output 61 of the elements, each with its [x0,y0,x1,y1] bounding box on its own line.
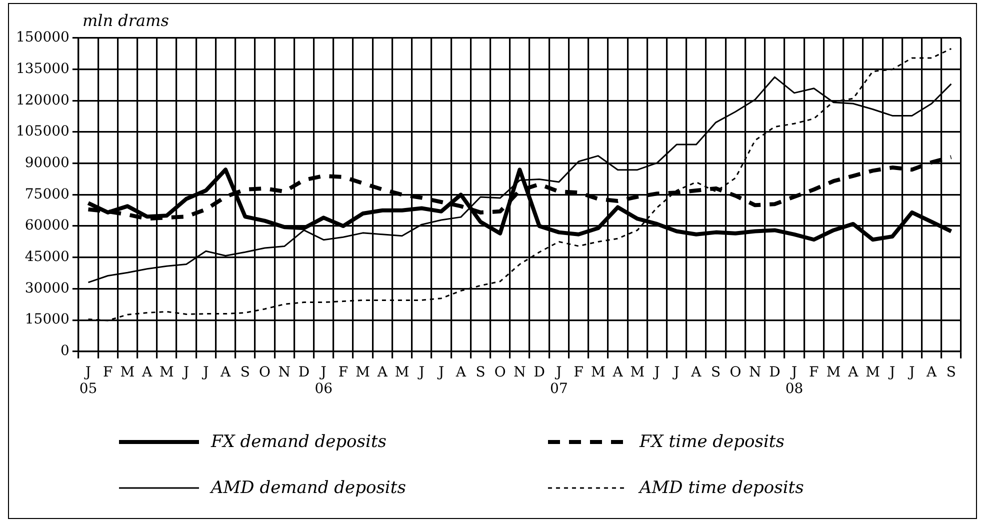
x-tick-label: F [809,364,820,380]
x-tick-label: M [394,364,410,380]
x-tick-label: F [338,364,348,380]
x-tick-label: A [847,364,860,380]
x-tick-label: A [376,364,388,380]
x-tick-label: J [888,364,896,380]
x-tick-label: M [826,364,841,380]
x-tick-label: J [201,364,209,380]
x-tick-label: J 06 [314,364,333,398]
x-tick-label: J 07 [550,364,568,398]
x-tick-label: A [454,364,467,380]
y-tick-label: 0 [60,343,70,360]
y-tick-label: 90000 [24,155,70,171]
x-tick-label: O [494,364,506,380]
y-tick-label: 135000 [16,60,70,77]
x-tick-label: D [769,364,780,380]
x-tick-label: S [476,364,486,380]
x-tick-label: S [240,364,250,380]
y-tick-label: 15000 [24,312,70,328]
legend-label: AMD time deposits [640,478,804,498]
x-tick-label: J [436,364,444,380]
y-tick-label: 60000 [24,218,70,234]
x-tick-label: N [748,364,762,380]
x-tick-label: A [219,364,232,380]
x-tick-label: J [907,364,915,380]
x-tick-label: N [278,364,290,380]
x-tick-label: D [534,364,545,380]
x-tick-label: D [298,364,310,380]
x-tick-label: F [103,364,114,380]
x-tick-label: N [514,364,526,380]
x-tick-label: M [120,364,135,380]
y-tick-label: 30000 [24,280,70,296]
x-tick-label: F [574,364,584,380]
x-tick-label: O [259,364,271,380]
x-tick-label: M [356,364,370,380]
x-tick-label: A [141,364,154,380]
x-tick-label: A [690,364,702,380]
x-tick-label: A [612,364,624,380]
x-tick-label: O [730,364,742,380]
x-tick-label: J 05 [79,364,98,398]
y-tick-label: 105000 [16,124,70,140]
x-tick-label: M [630,364,645,380]
y-tick-label: 150000 [16,30,70,46]
y-tick-label: 75000 [24,186,70,202]
x-tick-label: M [591,364,606,380]
legend-label: FX time deposits [640,432,784,452]
x-tick-label: J [182,364,190,380]
x-tick-label: J [672,364,680,380]
legend-label: AMD demand deposits [211,478,406,498]
x-tick-label: S [711,364,721,380]
x-tick-label: M [866,364,880,380]
y-axis-title: mln drams [82,11,169,30]
x-tick-label: J [652,364,660,380]
y-tick-label: 120000 [16,92,70,108]
x-tick-label: A [926,364,938,380]
x-tick-label: M [160,364,174,380]
x-tick-label: J 08 [785,364,804,398]
y-tick-label: 45000 [24,249,70,266]
x-tick-label: J [416,364,424,380]
legend-label: FX demand deposits [211,432,387,452]
x-tick-label: S [946,364,956,380]
